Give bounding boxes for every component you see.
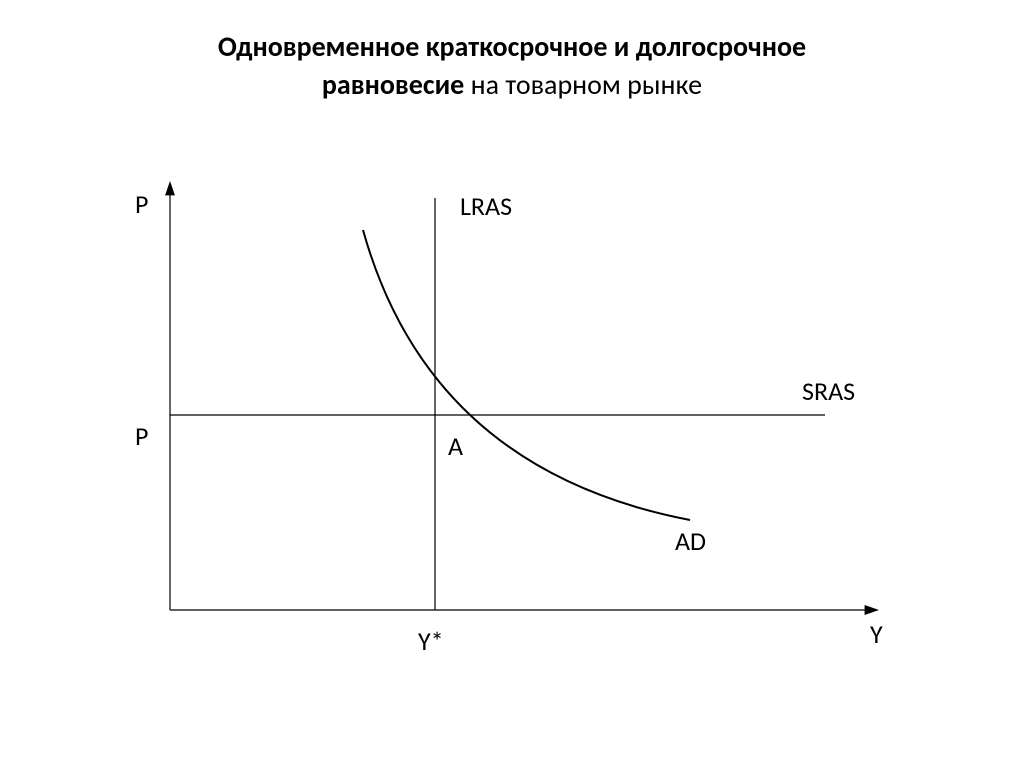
label-lras: LRAS bbox=[460, 190, 512, 222]
title-line2-bold: равновесие bbox=[322, 67, 464, 102]
title-line1: Одновременное краткосрочное и долгосрочн… bbox=[218, 29, 806, 64]
chart-area: P P LRAS SRAS A AD Y* Y bbox=[130, 170, 890, 650]
title-line2-regular: на товарном рынке bbox=[464, 67, 702, 102]
label-a-point: A bbox=[448, 430, 463, 462]
chart-svg bbox=[130, 170, 890, 650]
label-y-star: Y* bbox=[418, 625, 444, 657]
label-p-axis: P bbox=[135, 188, 148, 220]
chart-title: Одновременное краткосрочное и долгосрочн… bbox=[0, 0, 1024, 104]
label-p-level: P bbox=[135, 420, 148, 452]
label-sras: SRAS bbox=[802, 375, 855, 407]
label-y-axis: Y bbox=[870, 618, 883, 650]
label-ad: AD bbox=[675, 525, 706, 557]
